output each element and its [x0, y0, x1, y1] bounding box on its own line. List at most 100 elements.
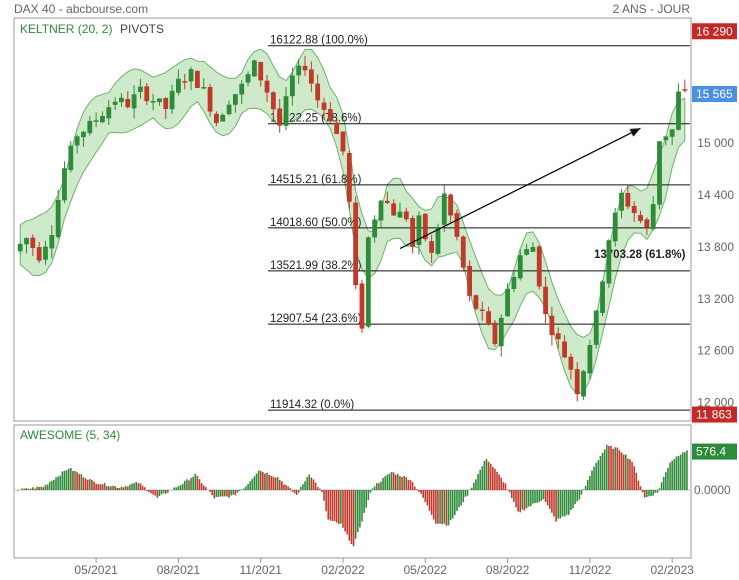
candle-body: [251, 60, 257, 77]
candle-body: [562, 341, 567, 358]
candle-body: [353, 202, 359, 286]
candle-body: [543, 286, 548, 315]
fib-label: 14515.21 (61.8%): [270, 174, 362, 186]
candle-body: [55, 199, 61, 237]
candle-body: [283, 96, 289, 126]
fib-label: 15222.25 (78.6%): [270, 113, 362, 125]
candle-body: [169, 90, 175, 110]
keltner-label[interactable]: KELTNER (20, 2): [20, 22, 112, 36]
keltner-band: [19, 48, 686, 395]
date-axis: 05/2021 08/2021 11/2021 02/2022 05/2022 08/20…: [74, 558, 694, 577]
candle-body: [372, 219, 378, 238]
candle-body: [340, 131, 346, 152]
candle-body: [176, 78, 181, 93]
candle-body: [359, 283, 365, 329]
candle-body: [638, 215, 643, 221]
candle-body: [593, 310, 599, 345]
candle-body: [524, 249, 529, 255]
candle-body: [530, 246, 536, 252]
candle-body: [157, 98, 162, 103]
fib-annotation: 13703.28 (61.8%): [594, 249, 686, 261]
candle-body: [619, 192, 624, 211]
trend-arrow-head: [629, 128, 641, 137]
candle-body: [397, 211, 403, 218]
candle-body: [163, 98, 169, 110]
date-tick-label: 02/2023: [650, 563, 694, 577]
candle-body: [195, 70, 200, 88]
fib-label: 14018.60 (50.0%): [270, 217, 362, 229]
candle-body: [277, 108, 283, 126]
keltner-band-area: [19, 48, 686, 395]
candle-body: [435, 226, 441, 254]
candle-body: [454, 213, 460, 237]
candle-body: [270, 92, 276, 110]
candle-body: [119, 97, 124, 103]
candle-body: [68, 145, 74, 171]
candle-body: [144, 86, 150, 102]
candle-body: [581, 371, 586, 397]
ao-value-tag-label: 576.4: [696, 445, 726, 459]
chart-source-title: DAX 40 - abcbourse.com: [14, 2, 149, 16]
fib-label: 12907.54 (23.6%): [270, 313, 362, 325]
candle-body: [606, 240, 612, 284]
candle-body: [416, 215, 422, 245]
candle-body: [391, 203, 397, 216]
candle-body: [429, 241, 435, 253]
candle-body: [378, 200, 384, 221]
candle-body: [131, 94, 137, 109]
candle-body: [682, 89, 688, 91]
candle-body: [384, 200, 390, 203]
date-tick-label: 08/2021: [157, 563, 201, 577]
candle-body: [486, 311, 492, 325]
candle-body: [106, 107, 112, 119]
fib-label: 13521.99 (38.2%): [270, 260, 362, 272]
date-tick-label: 05/2022: [404, 563, 448, 577]
candle-body: [625, 192, 631, 207]
candle-body: [650, 204, 656, 230]
candle-body: [315, 83, 321, 101]
price-axis: 15 000 14 400 13 800 13 200 12 600 12 000 16 2…: [692, 23, 737, 423]
candle-body: [441, 193, 447, 225]
candle-body: [549, 315, 555, 336]
time-range-label[interactable]: 2 ANS - JOUR: [612, 2, 690, 16]
candle-body: [245, 74, 251, 83]
price-tick-label: 12 000: [697, 396, 734, 410]
candle-body: [296, 65, 302, 76]
date-tick-label: 11/2021: [239, 563, 282, 577]
candle-body: [467, 265, 473, 296]
price-tick-label: 12 600: [697, 344, 734, 358]
price-tick-label: 13 200: [697, 292, 734, 306]
candle-body: [669, 129, 675, 137]
price-tag-label: 16 290: [696, 24, 733, 38]
awesome-panel-frame: [13, 424, 692, 559]
candle-body: [365, 237, 371, 327]
date-tick-label: 08/2022: [486, 563, 530, 577]
candle-body: [308, 69, 314, 84]
candle-body: [505, 288, 510, 317]
candle-body: [676, 91, 681, 130]
price-tag-label: 11 863: [696, 408, 732, 422]
candle-body: [30, 237, 36, 248]
candle-body: [226, 104, 232, 115]
candle-body: [207, 87, 213, 112]
awesome-label[interactable]: AWESOME (5, 34): [20, 428, 120, 442]
candle-body: [346, 153, 352, 202]
price-tick-label: 14 400: [697, 188, 734, 202]
fibonacci-levels: 16122.88 (100.0%) 15222.25 (78.6%) 14515.2…: [268, 35, 690, 411]
candle-body: [239, 83, 245, 95]
candle-body: [568, 356, 574, 370]
candle-body: [188, 69, 194, 82]
date-tick-label: 05/2021: [74, 563, 118, 577]
candle-body: [403, 211, 409, 220]
candle-body: [232, 94, 238, 105]
candle-body: [302, 65, 308, 71]
candle-body: [43, 246, 48, 260]
candle-body: [612, 212, 618, 242]
pivots-label[interactable]: PIVOTS: [120, 22, 164, 36]
candle-body: [473, 295, 479, 309]
candle-body: [555, 333, 561, 340]
candle-body: [600, 281, 605, 313]
candle-body: [657, 141, 662, 205]
price-tag: [692, 406, 737, 423]
